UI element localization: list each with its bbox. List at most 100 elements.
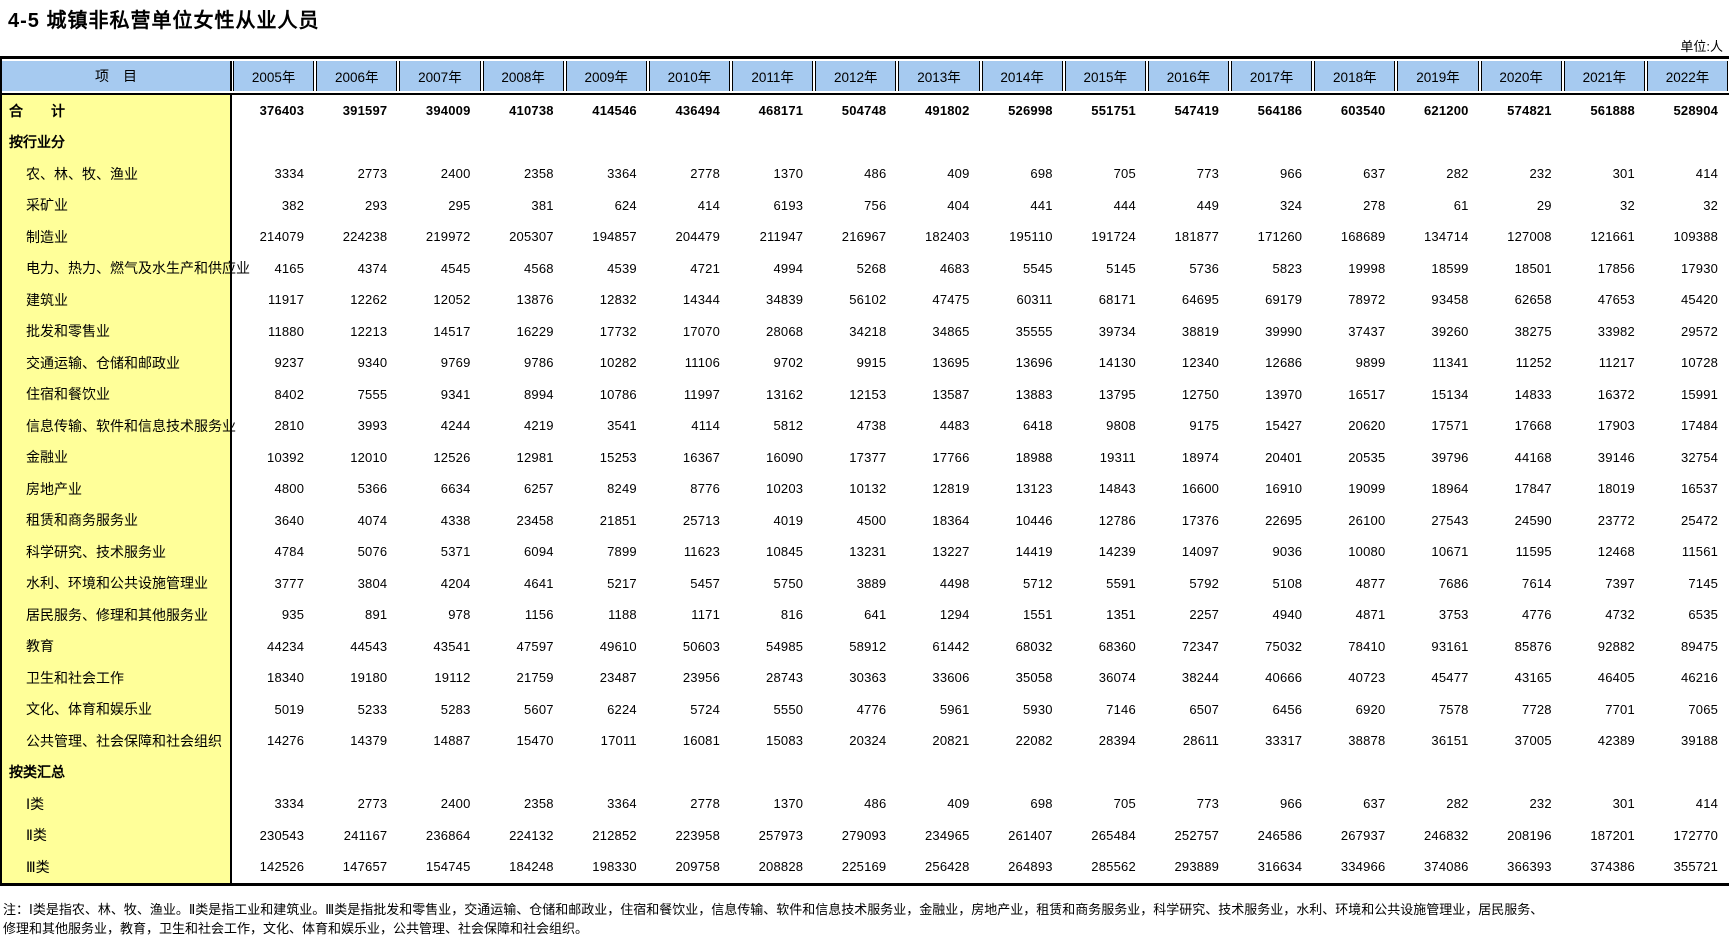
table-row: 住宿和餐饮业 8402 7555 9341 8994 10786 11997 13162 121… [2, 378, 1729, 410]
cell-value: 414 [1695, 166, 1719, 182]
cell-value: 891 [365, 607, 388, 623]
cell-value: 409 [947, 796, 970, 812]
cell-value: 528904 [1673, 103, 1719, 119]
cell-value: 2400 [440, 796, 471, 812]
cell-value: 69179 [1265, 292, 1303, 308]
cell-value: 33606 [932, 670, 970, 686]
cell-value: 376403 [259, 103, 305, 119]
cell-value: 195110 [1009, 229, 1053, 245]
cell-value: 5712 [1022, 575, 1053, 591]
table-row: 批发和零售业 11880 12213 14517 16229 17732 17070 2806… [2, 315, 1729, 347]
cell-value: 13695 [932, 355, 970, 371]
cell-value: 78972 [1348, 292, 1386, 308]
cell-value: 14833 [1514, 386, 1552, 402]
cell-value: 9036 [1272, 544, 1303, 560]
cell-value [482, 127, 565, 159]
cell-value: 4019 [773, 512, 804, 528]
cell-value: 85876 [1514, 638, 1552, 654]
cell-value: 9899 [1355, 355, 1386, 371]
cell-value: 7145 [1688, 575, 1719, 591]
cell-value: 6920 [1355, 701, 1386, 717]
cell-value: 14344 [682, 292, 721, 308]
cell-value: 966 [1279, 796, 1303, 812]
cell-value: 40666 [1265, 670, 1303, 686]
cell-value: 468171 [758, 103, 804, 119]
cell-value: 14379 [350, 733, 388, 749]
cell-value: 18974 [1181, 449, 1220, 465]
cell-value: 4683 [939, 260, 970, 276]
cell-value: 246586 [1257, 827, 1303, 843]
cell-value: 184248 [509, 859, 554, 875]
cell-value: 11341 [1432, 355, 1469, 371]
cell-value: 261407 [1008, 827, 1053, 843]
cell-value: 1351 [1106, 607, 1136, 623]
cell-value: 214079 [259, 229, 305, 245]
cell-value: 5545 [1022, 260, 1053, 276]
cell-value: 564186 [1257, 103, 1303, 119]
cell-value: 9786 [523, 355, 554, 371]
cell-value: 18364 [932, 512, 970, 528]
cell-value: 10392 [267, 449, 305, 465]
cell-value: 2810 [274, 418, 305, 434]
cell-value [897, 127, 980, 159]
column-header-year: 2017年 [1231, 61, 1313, 91]
cell-value [232, 127, 315, 159]
cell-value: 18599 [1431, 260, 1469, 276]
cell-value: 36151 [1431, 733, 1469, 749]
cell-value: 11595 [1515, 544, 1552, 560]
cell-value: 12786 [1098, 512, 1136, 528]
cell-value [1313, 127, 1396, 159]
column-header-year: 2009年 [565, 61, 647, 91]
cell-value: 19099 [1348, 481, 1386, 497]
column-header-year: 2008年 [482, 61, 564, 91]
cell-value: 4940 [1272, 607, 1303, 623]
table-row: 金融业 10392 12010 12526 12981 15253 16367 16090 17… [2, 441, 1729, 473]
cell-value: 232 [1529, 796, 1552, 812]
cell-value: 147657 [342, 859, 388, 875]
column-header-year: 2021年 [1563, 61, 1645, 91]
cell-value [482, 757, 565, 789]
cell-value: 7578 [1438, 701, 1469, 717]
cell-value: 13883 [1015, 386, 1053, 402]
cell-value: 40723 [1348, 670, 1386, 686]
cell-value: 60311 [1016, 292, 1053, 308]
row-label: 卫生和社会工作 [2, 662, 232, 694]
cell-value: 127008 [1507, 229, 1552, 245]
cell-value [565, 127, 648, 159]
cell-value: 62658 [1514, 292, 1552, 308]
cell-value: 35555 [1015, 323, 1053, 339]
cell-value: 22695 [1265, 512, 1303, 528]
cell-value: 11997 [683, 386, 721, 402]
table-row: 合 计 376403 391597 394009 410738 414546 436494 4… [2, 95, 1729, 127]
cell-value: 28611 [1182, 733, 1220, 749]
cell-value: 5145 [1106, 260, 1136, 276]
cell-value: 12686 [1265, 355, 1303, 371]
cell-value: 28743 [766, 670, 804, 686]
cell-value: 16090 [766, 449, 804, 465]
cell-value: 10786 [599, 386, 637, 402]
cell-value: 414 [697, 197, 721, 213]
cell-value: 11106 [684, 355, 721, 371]
table-row: 公共管理、社会保障和社会组织 14276 14379 14887 15470 17011 1… [2, 725, 1729, 757]
cell-value: 8249 [607, 481, 637, 497]
cell-value: 257973 [758, 827, 804, 843]
table-row: Ⅱ类 230543 241167 236864 224132 212852 223958 25… [2, 819, 1729, 851]
table-row: 农、林、牧、渔业 3334 2773 2400 2358 3364 2778 1370 486 4… [2, 158, 1729, 190]
cell-value: 293 [365, 197, 388, 213]
cell-value: 12468 [1597, 544, 1635, 560]
cell-value: 14419 [1015, 544, 1053, 560]
cell-value: 3804 [357, 575, 388, 591]
column-header-year: 2018年 [1314, 61, 1396, 91]
cell-value: 24590 [1514, 512, 1552, 528]
cell-value [1147, 757, 1230, 789]
cell-value: 3777 [274, 575, 305, 591]
row-label: 公共管理、社会保障和社会组织 [2, 725, 232, 757]
cell-value: 9769 [440, 355, 471, 371]
cell-value: 13123 [1015, 481, 1053, 497]
cell-value: 15083 [766, 733, 804, 749]
cell-value: 18988 [1015, 449, 1053, 465]
cell-value: 46216 [1680, 670, 1719, 686]
cell-value: 47475 [932, 292, 970, 308]
cell-value: 4204 [440, 575, 471, 591]
cell-value: 209758 [675, 859, 721, 875]
